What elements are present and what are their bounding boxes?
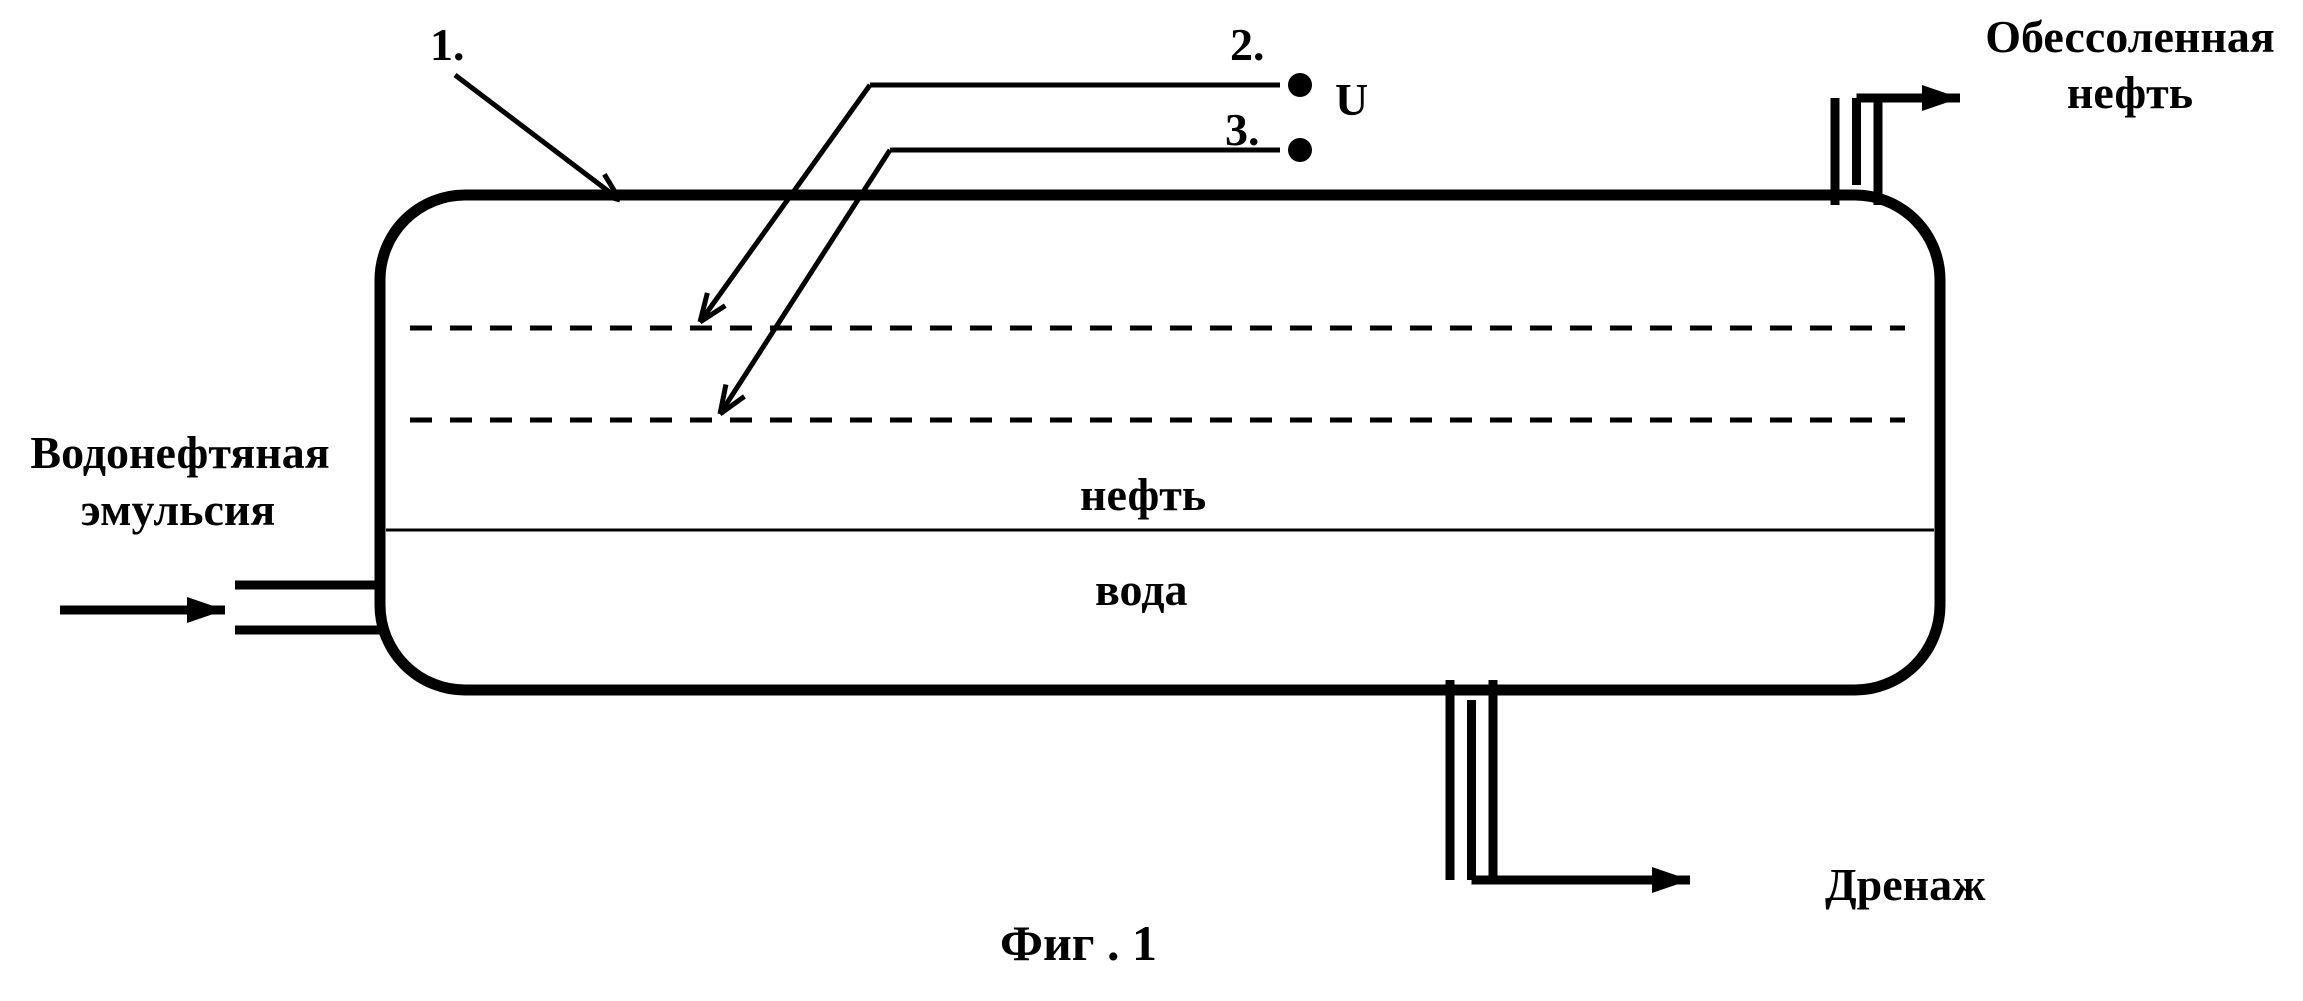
label-U: U [1335, 74, 1368, 125]
label-3: 3. [1225, 104, 1260, 155]
inlet-label-1: Водонефтяная [30, 427, 329, 478]
figure-caption: Фиг . 1 [1000, 915, 1157, 971]
layer-oil: нефть [1080, 469, 1206, 520]
outlet-label-2: нефть [2067, 67, 2193, 118]
label-2: 2. [1230, 19, 1265, 70]
inlet-label-2: эмульсия [81, 484, 276, 535]
outlet-label-1: Обессоленная [1985, 11, 2275, 62]
terminal-3 [1288, 138, 1312, 162]
terminal-2 [1288, 73, 1312, 97]
vessel-body [380, 195, 1940, 690]
layer-water: вода [1095, 564, 1187, 615]
drain-label: Дренаж [1825, 859, 1986, 910]
label-1: 1. [430, 19, 465, 70]
